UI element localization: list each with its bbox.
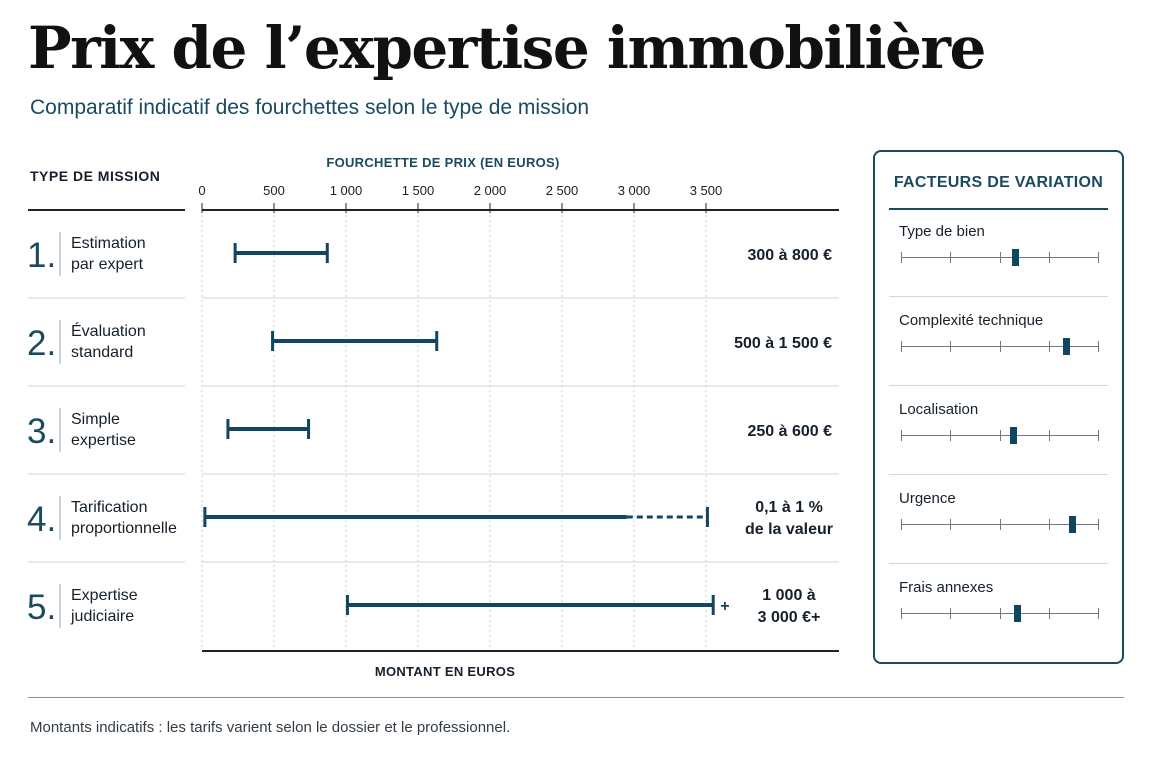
factor-row: Urgence	[889, 476, 1108, 564]
mission-label: Simple	[71, 411, 120, 428]
price-label: 250 à 600 €	[747, 423, 832, 440]
factor-scale	[901, 605, 1099, 622]
factor-level-marker	[1068, 516, 1076, 533]
factor-row: Complexité technique	[889, 298, 1108, 386]
page-title: Prix de l’expertise immobilière	[28, 14, 986, 82]
factor-scale	[901, 338, 1099, 355]
mission-label: par expert	[71, 256, 144, 273]
factor-level-marker	[1062, 338, 1070, 355]
x-tick-label: 1 000	[330, 183, 363, 198]
x-tick-label: 3 000	[618, 183, 651, 198]
mission-number: 1.	[27, 236, 56, 275]
price-label: 3 000 €+	[758, 609, 821, 626]
factor-scale-tick	[901, 252, 902, 263]
factors-separator	[889, 208, 1108, 210]
factor-scale-tick	[999, 519, 1001, 530]
factor-scale-tick	[1098, 519, 1099, 530]
factor-scale-tick	[950, 341, 952, 352]
mission-number: 4.	[27, 500, 56, 539]
factor-scale-tick	[999, 608, 1001, 619]
page-subtitle: Comparatif indicatif des fourchettes sel…	[30, 96, 590, 119]
factor-scale-tick	[1048, 252, 1050, 263]
footer-divider	[28, 697, 1124, 698]
range-suffix: +	[720, 598, 729, 615]
price-range-chart: TYPE DE MISSION FOURCHETTE DE PRIX (EN EU…	[27, 155, 839, 679]
factor-scale-tick	[950, 252, 952, 263]
factor-scale-tick	[901, 608, 902, 619]
factor-level-marker	[1009, 427, 1017, 444]
mission-label: standard	[71, 344, 133, 361]
factor-scale-tick	[950, 519, 952, 530]
factor-scale-tick	[901, 430, 902, 441]
axis-title: FOURCHETTE DE PRIX (EN EUROS)	[326, 155, 559, 170]
factor-scale-tick	[999, 252, 1001, 263]
x-tick-label: 1 500	[402, 183, 435, 198]
factor-level-marker	[1013, 605, 1021, 622]
footnote: Montants indicatifs : les tarifs varient…	[30, 719, 511, 736]
factor-divider	[889, 563, 1108, 564]
x-tick-label: 0	[198, 183, 205, 198]
factor-scale-tick	[950, 608, 952, 619]
factor-label: Localisation	[899, 401, 979, 418]
mission-label: Expertise	[71, 587, 138, 604]
price-label: de la valeur	[745, 521, 833, 538]
factors-panel: FACTEURS DE VARIATION Type de bien Comple…	[873, 150, 1124, 664]
mission-number: 5.	[27, 588, 56, 627]
factor-row: Localisation	[889, 387, 1108, 475]
factor-label: Urgence	[899, 490, 956, 507]
mission-label: proportionnelle	[71, 520, 177, 537]
x-axis-label: MONTANT EN EUROS	[375, 664, 515, 679]
factor-scale-tick	[1048, 519, 1050, 530]
mission-label: Estimation	[71, 235, 146, 252]
factor-scale-tick	[1048, 608, 1050, 619]
factor-label: Complexité technique	[899, 312, 1044, 329]
mission-number: 2.	[27, 324, 56, 363]
factor-level-marker	[1011, 249, 1019, 266]
factor-scale-tick	[1098, 430, 1099, 441]
category-header: TYPE DE MISSION	[30, 168, 160, 184]
factor-scale-tick	[901, 519, 902, 530]
x-tick-label: 2 000	[474, 183, 507, 198]
factor-scale	[901, 427, 1099, 444]
mission-label: Évaluation	[71, 321, 146, 340]
factor-scale	[901, 249, 1099, 266]
factor-row: Type de bien	[889, 209, 1108, 297]
factor-scale-tick	[950, 430, 952, 441]
factor-divider	[889, 474, 1108, 475]
price-label: 500 à 1 500 €	[734, 335, 832, 352]
factor-scale-tick	[1098, 252, 1099, 263]
factor-divider	[889, 296, 1108, 297]
factor-scale-tick	[999, 341, 1001, 352]
factor-label: Type de bien	[899, 223, 985, 240]
factor-scale-tick	[1048, 430, 1050, 441]
mission-label: judiciaire	[70, 608, 134, 625]
x-tick-label: 2 500	[546, 183, 579, 198]
x-tick-label: 500	[263, 183, 285, 198]
factor-row: Frais annexes	[889, 565, 1108, 653]
mission-label: Tarification	[71, 499, 147, 516]
factor-scale-tick	[1048, 341, 1050, 352]
x-tick-label: 3 500	[690, 183, 723, 198]
factor-label: Frais annexes	[899, 579, 994, 596]
mission-label: expertise	[71, 432, 136, 449]
price-label: 1 000 à	[762, 587, 815, 604]
factor-scale-tick	[1098, 341, 1099, 352]
factor-scale-tick	[999, 430, 1001, 441]
price-label: 0,1 à 1 %	[755, 499, 823, 516]
factor-scale-tick	[901, 341, 902, 352]
factor-scale	[901, 516, 1099, 533]
factor-scale-tick	[1098, 608, 1099, 619]
factors-title: FACTEURS DE VARIATION	[893, 174, 1104, 191]
mission-number: 3.	[27, 412, 56, 451]
price-label: 300 à 800 €	[747, 247, 832, 264]
factor-divider	[889, 385, 1108, 386]
